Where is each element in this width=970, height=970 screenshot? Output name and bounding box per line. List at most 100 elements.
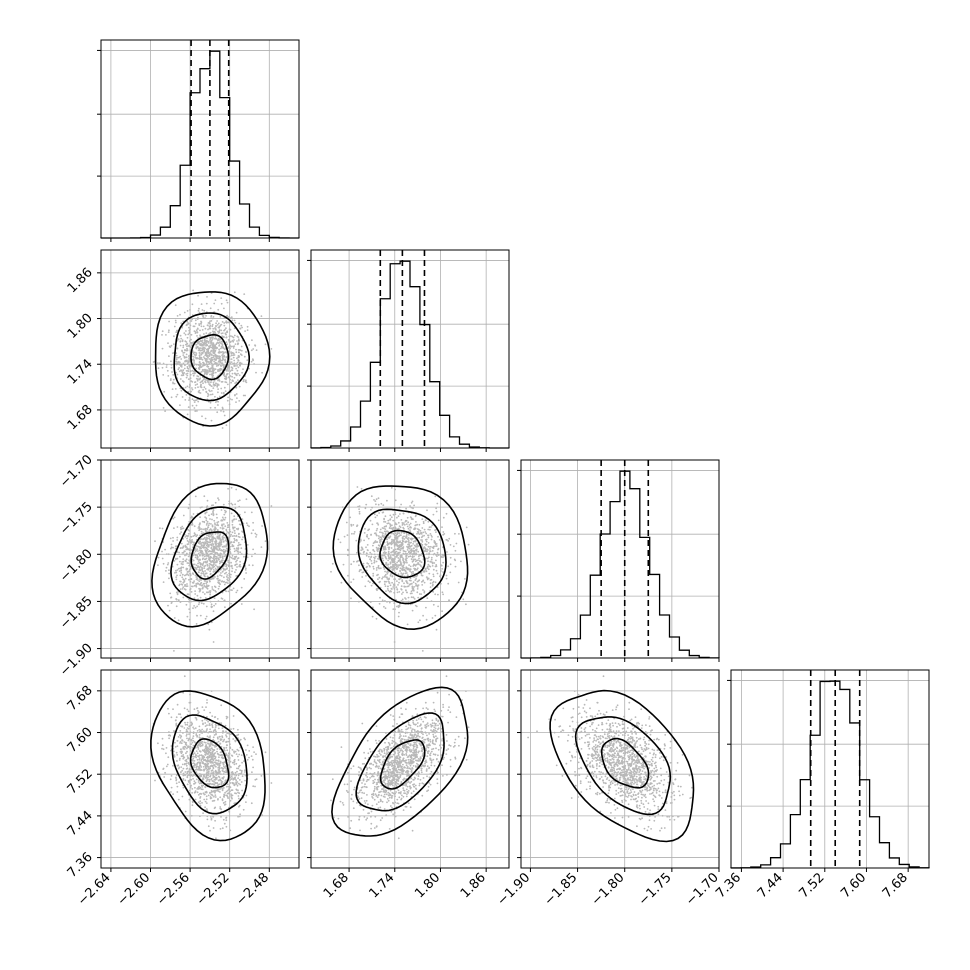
sample-point [184,536,187,538]
sample-point [435,543,438,545]
sample-point [190,535,193,538]
sample-point [205,524,208,526]
sample-point [220,351,222,354]
sample-point [405,535,408,537]
panel-1-1 [307,249,510,452]
sample-point [253,751,256,753]
sample-point [212,327,215,330]
sample-point [220,540,223,543]
sample-point [223,375,226,378]
sample-point [393,545,396,547]
sample-point [211,518,213,521]
sample-point [428,546,430,548]
sample-point [383,551,386,553]
sample-point [198,361,201,363]
sample-point [407,555,410,558]
sample-point [203,344,206,346]
sample-point [186,708,189,711]
sample-point [201,554,204,557]
sample-point [361,571,364,574]
sample-point [192,607,194,610]
sample-point [251,339,253,342]
sample-point [197,378,200,380]
sample-point [186,721,189,724]
sample-point [398,532,401,535]
sample-point [210,550,213,553]
sample-point [193,363,195,366]
sample-point [215,356,218,358]
sample-point [196,594,199,597]
sample-point [380,538,383,541]
sample-point [185,356,188,359]
sample-point [212,767,215,770]
sample-point [199,528,201,530]
sample-point [210,361,213,363]
sample-point [237,777,240,779]
sample-point [365,552,368,554]
sample-point [246,329,249,331]
sample-point [423,528,426,531]
sample-point [358,564,360,567]
sample-point [189,588,192,590]
sample-point [167,707,169,710]
sample-point [203,521,206,524]
sample-point [183,355,186,358]
sample-point [385,557,388,560]
sample-point [229,548,232,551]
sample-point [396,516,398,519]
sample-point [237,343,239,346]
sample-point [437,553,439,556]
sample-point [215,363,218,366]
sample-point [227,368,229,371]
sample-point [184,721,186,724]
sample-point [212,356,215,358]
sample-point [173,617,176,619]
sample-point [215,546,217,548]
sample-point [204,597,207,599]
sample-point [447,540,449,542]
sample-point [410,501,413,504]
sample-point [204,617,207,620]
sample-point [231,335,234,338]
sample-point [218,395,221,398]
sample-point [181,339,184,341]
sample-point [408,547,411,550]
sample-point [186,366,189,368]
sample-point [190,578,193,580]
panel-frame [310,459,510,659]
sample-point [386,572,389,575]
sample-point [201,552,204,555]
sample-point [201,541,204,544]
sample-point [192,731,195,733]
sample-point [241,518,244,520]
sample-point [389,514,392,517]
sample-point [195,377,198,380]
sample-point [405,580,408,583]
sample-point [229,378,232,381]
sample-point [208,363,210,365]
sample-point [204,541,207,543]
sample-point [211,323,214,326]
sample-point [218,762,221,765]
sample-point [205,802,208,804]
sample-point [181,769,184,772]
sample-point [166,563,169,566]
sample-point [189,693,191,696]
sample-point [237,557,239,560]
sample-point [228,345,231,348]
sample-point [206,564,209,567]
sample-point [209,728,212,731]
sample-point [182,691,185,694]
sample-point [376,522,379,525]
sample-point [233,550,236,553]
sample-point [202,325,205,328]
sample-point [210,390,213,392]
sample-point [189,370,192,373]
sample-point [414,604,417,607]
sample-point [203,386,206,389]
sample-point [235,560,237,563]
sample-point [201,719,204,722]
sample-point [210,547,213,549]
sample-point [191,369,194,372]
sample-point [221,519,224,522]
